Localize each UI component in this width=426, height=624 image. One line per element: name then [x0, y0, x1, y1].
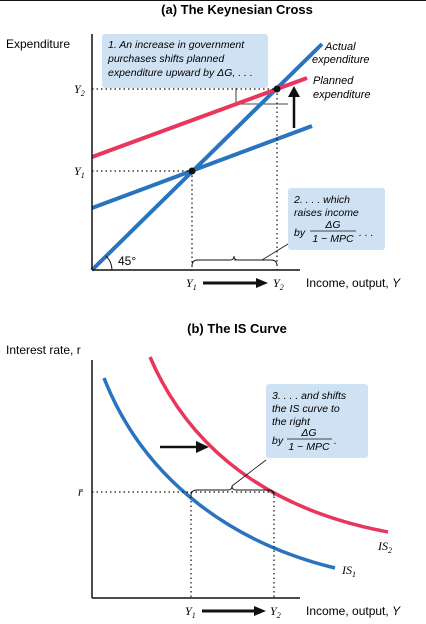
panel-a-income-arrow-head	[256, 278, 268, 288]
annotation-3-numerator: ΔG	[300, 427, 316, 439]
equilibrium-point-2	[273, 85, 281, 93]
annotation-box-3	[266, 384, 368, 458]
panel-a-title: (a) The Keynesian Cross	[161, 2, 313, 17]
angle-arc	[105, 255, 113, 271]
annotation-1-line-3: expenditure upward by ΔG, . . .	[108, 67, 253, 79]
planned-label-line-2: expenditure	[313, 89, 371, 101]
is2-label: IS2	[377, 539, 392, 555]
panel-b-r-tick: r̄	[78, 485, 83, 499]
annotation-2-numerator: ΔG	[324, 219, 340, 231]
panel-a-y-axis-label: Expenditure	[6, 37, 70, 51]
actual-label-line-2: expenditure	[312, 54, 370, 66]
equilibrium-point-1	[188, 167, 196, 175]
panel-b-y-axis-label: Interest rate, r	[6, 343, 81, 357]
angle-label: 45°	[118, 254, 136, 268]
annotation-2-by: by	[294, 227, 306, 239]
actual-label-line-1: Actual	[324, 41, 356, 53]
planned-expenditure-line-original	[91, 124, 313, 210]
annotation-3-line-2: the IS curve to	[272, 403, 340, 415]
annotation-box-1	[102, 34, 268, 88]
annotation-2-line-2: raises income	[294, 207, 359, 219]
upward-shift-arrow-head	[288, 86, 300, 97]
annotation-3-suffix: .	[334, 435, 337, 447]
planned-expenditure-line-shifted	[91, 76, 308, 159]
panel-b-x-axis-label: Income, output, Y	[306, 604, 401, 618]
panel-a-x-tick-y2: Y2	[273, 276, 284, 292]
panel-a-y-tick-y2: Y2	[74, 82, 85, 98]
planned-label-line-1: Planned	[313, 75, 354, 87]
panel-b-x-tick-y1: Y1	[185, 604, 196, 620]
annotation-2-line-1: 2. . . . which	[293, 194, 350, 206]
is1-label: IS1	[341, 563, 356, 579]
panel-b-title: (b) The IS Curve	[187, 321, 287, 336]
panel-a-income-brace	[191, 255, 278, 267]
panel-b-income-arrow-head	[254, 606, 266, 616]
is2-curve	[148, 356, 389, 534]
actual-expenditure-line	[90, 42, 324, 272]
panel-a-x-tick-y1: Y1	[186, 276, 197, 292]
annotation-2-connector	[234, 243, 289, 261]
annotation-3-denominator: 1 − MPC	[288, 441, 330, 453]
annotation-2-denominator: 1 − MPC	[312, 233, 354, 245]
panel-a-x-axis-label: Income, output, Y	[306, 276, 401, 290]
annotation-1-line-1: 1. An increase in government	[108, 39, 245, 51]
annotation-3-by: by	[272, 435, 284, 447]
rightward-shift-arrow-head	[196, 441, 209, 453]
is1-curve	[102, 377, 336, 570]
panel-b-x-tick-y2: Y2	[270, 604, 281, 620]
annotation-1-line-2: purchases shifts planned	[107, 53, 225, 65]
annotation-3-connector	[231, 459, 267, 487]
panel-a-y-tick-y1: Y1	[74, 164, 85, 180]
annotation-box-2	[288, 188, 385, 250]
annotation-2-suffix: . . .	[359, 227, 374, 239]
annotation-3-line-1: 3. . . . and shifts	[272, 390, 347, 402]
annotation-3-line-3: the right	[272, 416, 311, 428]
